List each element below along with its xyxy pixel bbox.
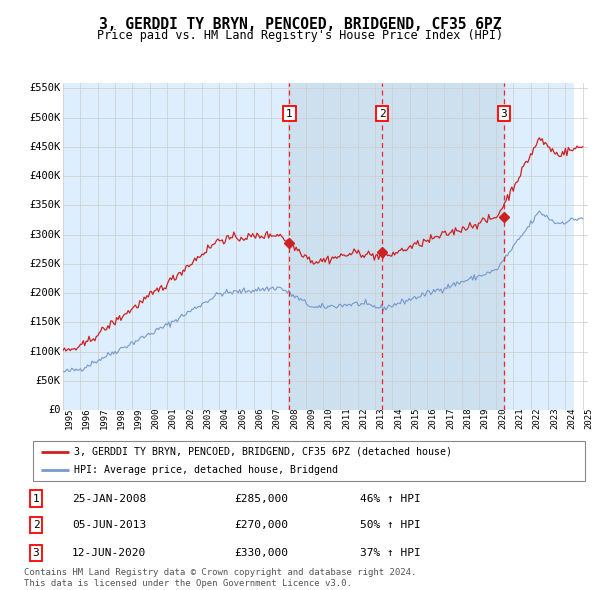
Text: 46% ↑ HPI: 46% ↑ HPI [360, 494, 421, 503]
Text: 2001: 2001 [169, 407, 178, 428]
Text: 37% ↑ HPI: 37% ↑ HPI [360, 548, 421, 558]
Text: 1997: 1997 [100, 407, 109, 428]
Text: 2016: 2016 [428, 407, 437, 428]
Text: 2013: 2013 [377, 407, 386, 428]
Text: £550K: £550K [29, 83, 61, 93]
Text: 2000: 2000 [151, 407, 160, 428]
Text: £50K: £50K [35, 376, 61, 386]
Text: 25-JAN-2008: 25-JAN-2008 [72, 494, 146, 503]
Text: 2015: 2015 [411, 407, 420, 428]
Text: 3: 3 [500, 109, 508, 119]
Text: £150K: £150K [29, 317, 61, 327]
Text: 2020: 2020 [498, 407, 507, 428]
Text: 2025: 2025 [584, 407, 593, 428]
Text: Price paid vs. HM Land Registry's House Price Index (HPI): Price paid vs. HM Land Registry's House … [97, 30, 503, 42]
Text: HPI: Average price, detached house, Bridgend: HPI: Average price, detached house, Brid… [74, 465, 338, 475]
Text: This data is licensed under the Open Government Licence v3.0.: This data is licensed under the Open Gov… [24, 579, 352, 588]
Text: £0: £0 [48, 405, 61, 415]
Text: 2009: 2009 [307, 407, 316, 428]
Text: 1995: 1995 [65, 407, 74, 428]
Text: 05-JUN-2013: 05-JUN-2013 [72, 520, 146, 530]
Bar [289, 83, 504, 410]
Text: 1999: 1999 [134, 407, 143, 428]
Text: £250K: £250K [29, 259, 61, 269]
Text: 2018: 2018 [463, 407, 472, 428]
Text: £200K: £200K [29, 288, 61, 298]
Text: 2002: 2002 [186, 407, 195, 428]
Text: 3, GERDDI TY BRYN, PENCOED, BRIDGEND, CF35 6PZ: 3, GERDDI TY BRYN, PENCOED, BRIDGEND, CF… [99, 17, 501, 31]
Text: £285,000: £285,000 [234, 494, 288, 503]
Text: 2022: 2022 [533, 407, 542, 428]
Text: 3, GERDDI TY BRYN, PENCOED, BRIDGEND, CF35 6PZ (detached house): 3, GERDDI TY BRYN, PENCOED, BRIDGEND, CF… [74, 447, 452, 457]
Text: 1: 1 [286, 109, 293, 119]
Text: 2017: 2017 [446, 407, 455, 428]
Text: 50% ↑ HPI: 50% ↑ HPI [360, 520, 421, 530]
Text: 2003: 2003 [203, 407, 212, 428]
Text: 3: 3 [32, 548, 40, 558]
Text: £500K: £500K [29, 113, 61, 123]
Text: 2006: 2006 [256, 407, 265, 428]
Text: 12-JUN-2020: 12-JUN-2020 [72, 548, 146, 558]
Text: £330,000: £330,000 [234, 548, 288, 558]
Text: 1998: 1998 [117, 407, 126, 428]
Text: 2: 2 [379, 109, 386, 119]
Text: £450K: £450K [29, 142, 61, 152]
Text: Contains HM Land Registry data © Crown copyright and database right 2024.: Contains HM Land Registry data © Crown c… [24, 568, 416, 577]
Text: 2014: 2014 [394, 407, 403, 428]
Text: £350K: £350K [29, 201, 61, 211]
Text: 2021: 2021 [515, 407, 524, 428]
Text: £400K: £400K [29, 171, 61, 181]
Text: £300K: £300K [29, 230, 61, 240]
Text: £270,000: £270,000 [234, 520, 288, 530]
Bar [574, 83, 588, 410]
Text: 2008: 2008 [290, 407, 299, 428]
Text: 2011: 2011 [342, 407, 351, 428]
Text: 1996: 1996 [82, 407, 91, 428]
Text: 1: 1 [32, 494, 40, 503]
Text: 2007: 2007 [272, 407, 281, 428]
Text: 2005: 2005 [238, 407, 247, 428]
Text: 2024: 2024 [567, 407, 576, 428]
Text: 2019: 2019 [481, 407, 490, 428]
Text: 2: 2 [32, 520, 40, 530]
Text: £100K: £100K [29, 346, 61, 356]
FancyBboxPatch shape [33, 441, 585, 481]
Text: 2010: 2010 [325, 407, 334, 428]
Text: 2004: 2004 [221, 407, 230, 428]
Text: 2023: 2023 [550, 407, 559, 428]
Text: 2012: 2012 [359, 407, 368, 428]
Bar [574, 83, 588, 410]
